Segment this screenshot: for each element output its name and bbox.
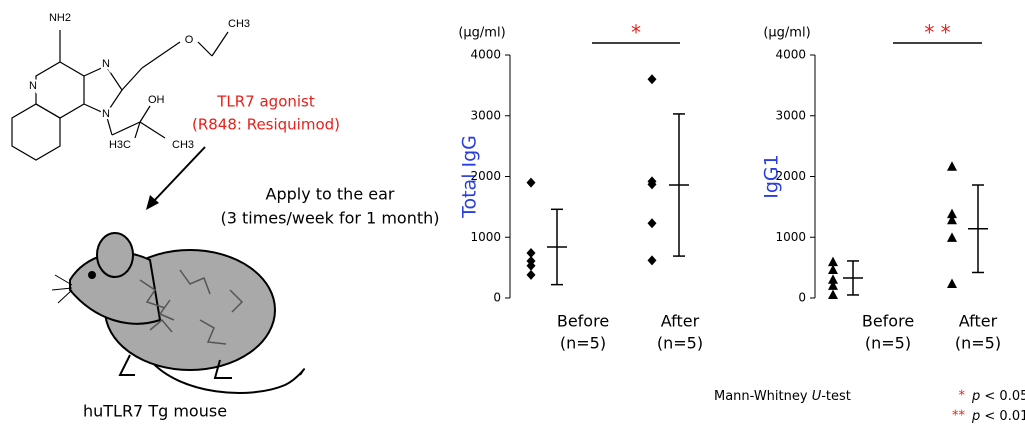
p-threshold: < 0.01 — [980, 409, 1025, 424]
y-tick-label: 3000 — [470, 108, 501, 122]
x-tick-label: After — [661, 312, 700, 331]
x-tick-note: (n=5) — [865, 334, 911, 353]
application: Apply to the ear — [266, 185, 395, 204]
y-tick-label: 4000 — [775, 48, 806, 62]
agonist-name: TLR7 agonist — [216, 93, 315, 111]
test-name: Mann-Whitney U-test — [714, 389, 851, 404]
note-p: p < 0.01 — [971, 409, 1025, 424]
test-suffix: -test — [821, 389, 851, 404]
x-tick-note: (n=5) — [955, 334, 1001, 353]
bond — [122, 68, 142, 90]
schedule: (3 times/week for 1 month) — [220, 209, 439, 228]
unit-label: (μg/ml) — [763, 26, 810, 41]
data-point — [828, 289, 838, 299]
bond — [142, 42, 180, 68]
unit-label: (μg/ml) — [458, 26, 505, 41]
bond — [140, 106, 150, 122]
data-point — [947, 232, 957, 242]
mouse-leg — [120, 355, 135, 375]
mouse-ear — [97, 233, 133, 277]
arrow — [152, 147, 205, 203]
atom-label: CH3 — [228, 18, 250, 30]
y-tick-label: 1000 — [470, 230, 501, 244]
significance-stars: * * — [924, 21, 950, 45]
data-point — [527, 178, 536, 188]
p-symbol: p — [971, 409, 980, 424]
test-prefix: Mann-Whitney — [714, 389, 812, 404]
x-tick-label: Before — [862, 312, 914, 331]
data-point — [648, 74, 657, 84]
mouse-label: huTLR7 Tg mouse — [83, 402, 227, 421]
y-tick-label: 4000 — [470, 48, 501, 62]
x-tick-note: (n=5) — [657, 334, 703, 353]
significance-stars: * — [631, 21, 641, 45]
data-point — [947, 279, 957, 289]
p-symbol: p — [971, 389, 980, 404]
data-point — [648, 218, 657, 228]
bond — [198, 42, 212, 56]
test-var: U — [812, 389, 822, 404]
data-point — [527, 270, 536, 280]
y-tick-label: 0 — [798, 291, 806, 305]
atom-label: N — [102, 108, 110, 120]
x-tick-label: After — [959, 312, 998, 331]
atom-label: O — [185, 34, 194, 46]
atom-label: N — [102, 58, 110, 70]
pyridine-ring — [36, 62, 84, 118]
atom-label: NH2 — [49, 12, 71, 24]
atom-label: CH3 — [172, 139, 194, 151]
atom-label: OH — [148, 94, 165, 106]
chemical-structure: NH2 N N N O CH3 OH H3C CH3 — [12, 12, 250, 160]
note-stars: * — [959, 389, 966, 404]
mouse-illustration — [52, 233, 304, 393]
x-tick-note: (n=5) — [560, 334, 606, 353]
data-point — [947, 161, 957, 171]
imidazole-ring — [84, 66, 122, 114]
note-stars: ** — [952, 409, 966, 424]
x-tick-label: Before — [557, 312, 609, 331]
p-threshold: < 0.05 — [980, 389, 1025, 404]
atom-label: N — [29, 80, 37, 92]
y-tick-label: 2000 — [775, 169, 806, 183]
bond — [140, 122, 165, 138]
mouse-eye — [89, 272, 95, 278]
note-p: p < 0.05 — [971, 389, 1025, 404]
data-point — [648, 255, 657, 265]
y-tick-label: 1000 — [775, 230, 806, 244]
bond — [112, 122, 140, 135]
y-tick-label: 3000 — [775, 108, 806, 122]
figure: NH2 N N N O CH3 OH H3C CH3 TLR7 agonist … — [0, 0, 1025, 426]
benzene-ring — [12, 104, 60, 160]
y-tick-label: 0 — [493, 291, 501, 305]
bond — [212, 32, 228, 56]
y-tick-label: 2000 — [470, 169, 501, 183]
agonist-detail: (R848: Resiquimod) — [192, 116, 340, 134]
atom-label: H3C — [109, 139, 131, 151]
